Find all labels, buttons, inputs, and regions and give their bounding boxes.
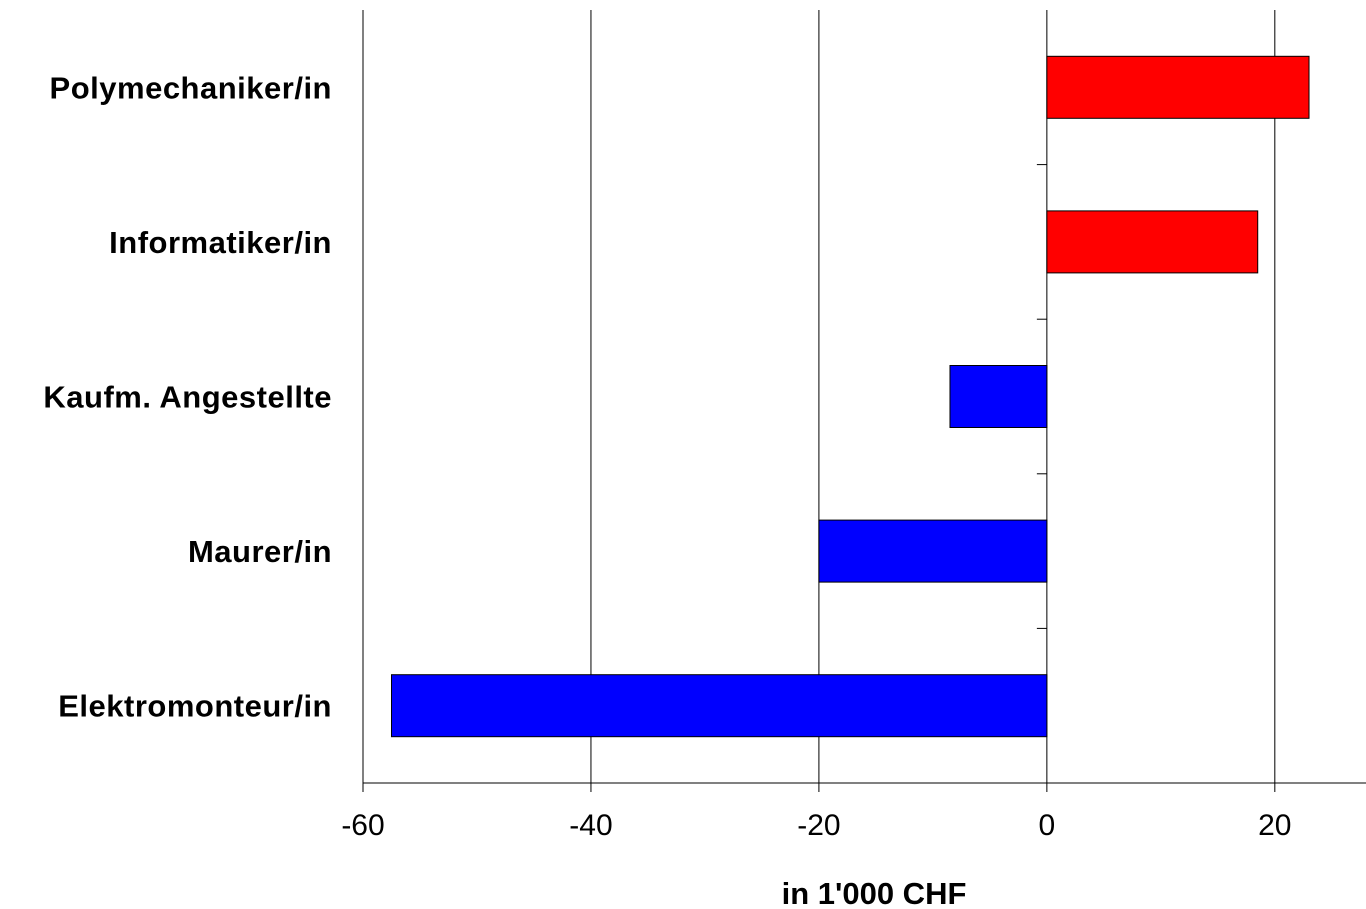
category-label: Maurer/in <box>188 534 332 569</box>
category-label: Informatiker/in <box>109 225 332 260</box>
bar-informatiker-in <box>1046 210 1259 274</box>
x-tick-label: -20 <box>797 809 840 842</box>
category-label: Elektromonteur/in <box>58 689 332 724</box>
x-tick-label: -60 <box>341 809 384 842</box>
x-tick-label: -40 <box>569 809 612 842</box>
category-label: Polymechaniker/in <box>50 70 332 105</box>
x-tick-label: 0 <box>1039 809 1056 842</box>
bar-kaufm-angestellte <box>949 365 1048 428</box>
x-axis-title: in 1'000 CHF <box>782 876 967 909</box>
x-tick-label: 20 <box>1258 809 1291 842</box>
labels: -60 -40 -20 0 20 Polymechaniker/in Informatike… <box>43 70 1291 842</box>
bar-maurer-in <box>818 519 1048 583</box>
bar-elektromonteur-in <box>390 674 1048 738</box>
plot-area <box>362 10 1366 792</box>
category-label: Kaufm. Angestellte <box>43 380 332 415</box>
bar-polymechaniker-in <box>1046 55 1310 119</box>
